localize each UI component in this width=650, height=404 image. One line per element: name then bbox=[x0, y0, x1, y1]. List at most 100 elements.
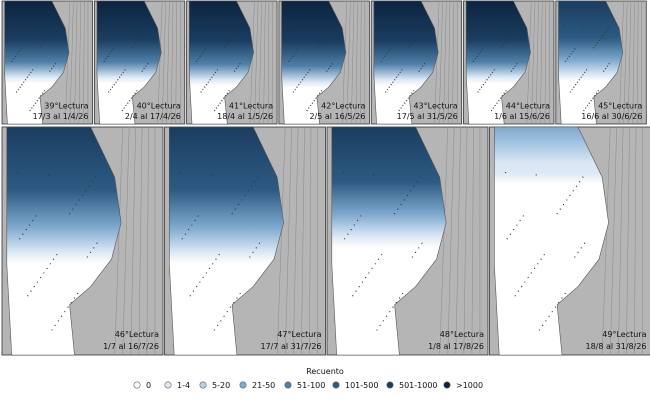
sample-point bbox=[195, 25, 197, 27]
sample-point bbox=[191, 224, 193, 226]
sample-point bbox=[600, 37, 602, 39]
sample-point bbox=[572, 50, 574, 53]
boundary bbox=[157, 0, 163, 125]
sample-point bbox=[73, 297, 76, 299]
sample-point bbox=[419, 32, 421, 34]
sample-point bbox=[574, 48, 576, 50]
sample-point bbox=[109, 88, 112, 91]
boundary bbox=[346, 0, 351, 125]
sample-point bbox=[323, 37, 325, 39]
legend-label: >1000 bbox=[456, 381, 483, 390]
sample-point bbox=[42, 92, 44, 94]
sample-point bbox=[575, 185, 578, 187]
sample-point bbox=[115, 81, 117, 83]
sample-point bbox=[131, 47, 133, 49]
sample-point bbox=[418, 70, 420, 72]
map-panel: 47°Lectura 17/7 al 31/7/26 bbox=[164, 126, 326, 356]
sample-point bbox=[51, 329, 53, 331]
boundary bbox=[293, 126, 299, 356]
sample-point bbox=[556, 213, 558, 215]
boundary bbox=[627, 0, 632, 125]
sample-point bbox=[558, 301, 560, 304]
sample-point bbox=[593, 47, 595, 49]
sample-point bbox=[196, 286, 198, 288]
sample-point bbox=[317, 95, 319, 97]
sample-point bbox=[581, 26, 583, 28]
sample-point bbox=[258, 242, 261, 244]
sample-point bbox=[411, 92, 413, 94]
sample-point bbox=[306, 109, 308, 112]
sample-point bbox=[301, 79, 304, 81]
sample-point bbox=[27, 295, 29, 297]
sample-point bbox=[331, 63, 333, 65]
sample-point bbox=[602, 34, 604, 37]
sample-point bbox=[514, 295, 516, 297]
province bbox=[189, 0, 254, 125]
sample-point bbox=[204, 86, 206, 88]
sample-point bbox=[410, 44, 412, 46]
sample-point bbox=[413, 90, 415, 92]
sample-point bbox=[353, 224, 355, 226]
sample-point bbox=[298, 84, 300, 86]
sample-point bbox=[249, 256, 251, 258]
sample-point bbox=[188, 229, 190, 231]
sample-point bbox=[390, 84, 392, 86]
sample-point bbox=[398, 109, 400, 112]
sample-point bbox=[52, 65, 55, 67]
panel-dates: 18/4 al 1/5/26 bbox=[217, 112, 273, 121]
legend-label: 101-500 bbox=[345, 381, 378, 390]
sample-point bbox=[303, 76, 305, 78]
sample-point bbox=[476, 55, 478, 57]
sample-point bbox=[211, 76, 213, 78]
sample-point bbox=[247, 190, 249, 192]
sample-point bbox=[413, 185, 415, 187]
sample-point bbox=[396, 26, 399, 28]
legend-label: 0 bbox=[146, 381, 151, 390]
sample-point bbox=[376, 329, 378, 331]
sample-point bbox=[254, 181, 256, 183]
sample-point bbox=[481, 48, 484, 50]
sample-point bbox=[77, 292, 79, 295]
sample-point bbox=[23, 81, 25, 83]
sample-point bbox=[36, 100, 38, 102]
sample-point bbox=[389, 311, 391, 313]
panel-dates: 1/6 al 15/6/26 bbox=[494, 112, 550, 121]
sample-point bbox=[213, 329, 216, 331]
sample-point bbox=[344, 238, 346, 240]
boundary bbox=[161, 0, 167, 125]
province bbox=[493, 126, 609, 356]
sample-point bbox=[212, 26, 214, 28]
sample-point bbox=[146, 27, 148, 29]
sample-point bbox=[194, 219, 196, 222]
sample-point bbox=[199, 55, 201, 57]
sample-point bbox=[233, 70, 236, 72]
sample-point bbox=[597, 90, 599, 92]
sample-point bbox=[605, 29, 608, 32]
sample-point bbox=[387, 50, 389, 53]
sample-point bbox=[72, 208, 74, 210]
boundary bbox=[351, 0, 355, 125]
sample-point bbox=[88, 185, 90, 187]
map-panel: 46°Lectura 1/7 al 16/7/26 bbox=[1, 126, 164, 356]
sample-point bbox=[515, 27, 517, 29]
panel-title: 44°Lectura bbox=[506, 101, 550, 110]
legend: Recuento 0 1-4 5-20 21-50 51-100 101-500 501-10… bbox=[133, 367, 483, 390]
sample-point bbox=[297, 48, 299, 50]
sample-point bbox=[33, 104, 35, 107]
boundary bbox=[114, 126, 123, 356]
sample-point bbox=[519, 219, 521, 222]
sample-point bbox=[511, 32, 513, 34]
sample-point bbox=[117, 79, 119, 81]
sample-point bbox=[111, 86, 113, 88]
sample-point bbox=[319, 42, 322, 44]
boundary bbox=[166, 0, 170, 125]
sample-point bbox=[10, 25, 12, 27]
boundary bbox=[443, 0, 447, 125]
sample-point bbox=[14, 55, 17, 57]
sample-point bbox=[394, 79, 396, 81]
sample-point bbox=[225, 44, 228, 46]
sample-point bbox=[202, 276, 204, 279]
panel-title: 47°Lectura bbox=[277, 330, 321, 339]
sample-point bbox=[231, 213, 233, 215]
